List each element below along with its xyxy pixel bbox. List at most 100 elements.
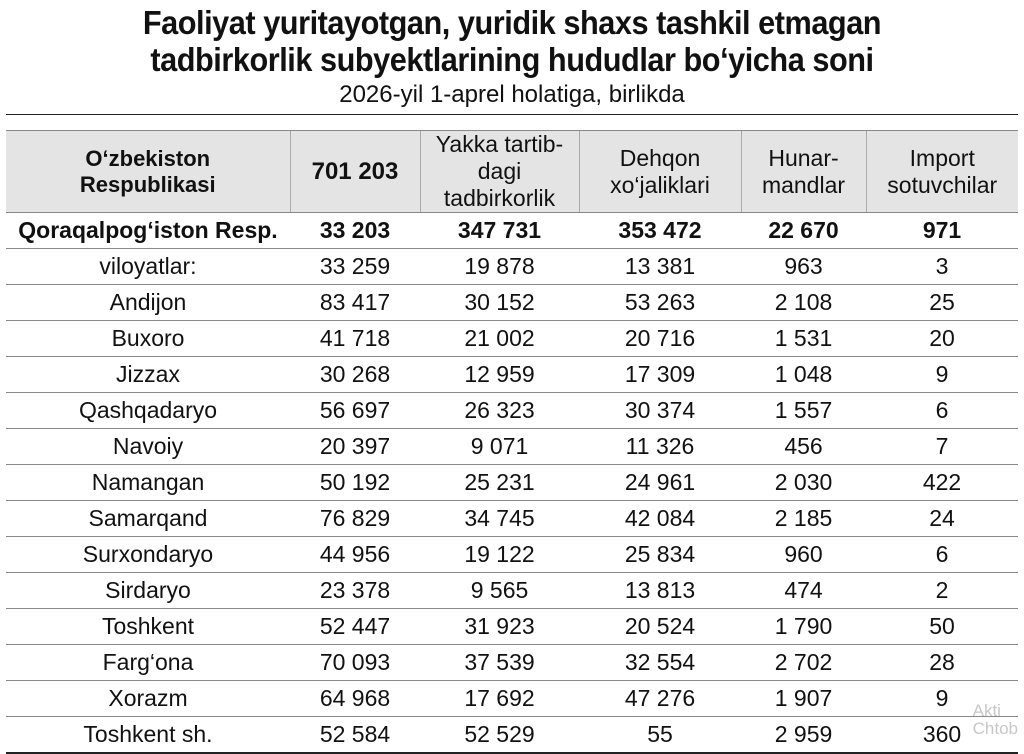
- cell-individual: 19 122: [420, 536, 579, 573]
- cell-individual: 30 152: [420, 284, 579, 321]
- cell-artisans: 22 670: [741, 212, 866, 249]
- table-row: Qashqadaryo 56 697 26 323 30 374 1 557 6: [6, 392, 1018, 429]
- cell-region: Sirdaryo: [6, 572, 290, 609]
- cell-region: Toshkent sh.: [6, 716, 290, 754]
- header-region: O‘zbekiston Respublikasi: [6, 130, 290, 213]
- table-row: viloyatlar: 33 259 19 878 13 381 963 3: [6, 248, 1018, 285]
- cell-region: Toshkent: [6, 608, 290, 645]
- cell-importers: 6: [866, 392, 1018, 429]
- page-title: Faoliyat yuritayotgan, yuridik shaxs tas…: [36, 4, 988, 78]
- header-region-line1: O‘zbekiston: [85, 145, 211, 171]
- cell-individual: 9 565: [420, 572, 579, 609]
- cell-region: Qashqadaryo: [6, 392, 290, 429]
- cell-importers: 9: [866, 680, 1018, 717]
- cell-dehqon: 42 084: [579, 500, 741, 537]
- cell-importers: 971: [866, 212, 1018, 249]
- header-region-line2: Respublikasi: [79, 171, 216, 197]
- cell-individual: 17 692: [420, 680, 579, 717]
- header-importers-line2: sotuvchilar: [887, 171, 998, 198]
- cell-importers: 24: [866, 500, 1018, 537]
- title-divider: [6, 114, 1018, 115]
- cell-individual: 52 529: [420, 716, 579, 754]
- header-artisans: Hunar- mandlar: [740, 130, 866, 213]
- cell-dehqon: 53 263: [579, 284, 741, 321]
- cell-individual: 25 231: [420, 464, 579, 501]
- cell-individual: 21 002: [420, 320, 579, 357]
- cell-total: 76 829: [290, 500, 420, 537]
- cell-individual: 347 731: [420, 212, 579, 249]
- header-individual-line2: dagi tadbirkorlik: [443, 158, 556, 211]
- table-row: Qoraqalpog‘iston Resp. 33 203 347 731 353 4…: [6, 212, 1018, 249]
- cell-importers: 50: [866, 608, 1018, 645]
- cell-artisans: 1 048: [741, 356, 866, 393]
- cell-artisans: 2 702: [741, 644, 866, 681]
- header-artisans-line1: Hunar-: [768, 144, 839, 171]
- cell-individual: 12 959: [420, 356, 579, 393]
- cell-dehqon: 13 813: [579, 572, 741, 609]
- table-row: Surxondaryo 44 956 19 122 25 834 960 6: [6, 536, 1018, 573]
- cell-total: 30 268: [290, 356, 420, 393]
- cell-total: 44 956: [290, 536, 420, 573]
- cell-total: 70 093: [290, 644, 420, 681]
- cell-region: Samarqand: [6, 500, 290, 537]
- header-individual-line1: Yakka tartib-: [435, 131, 564, 157]
- cell-artisans: 456: [741, 428, 866, 465]
- cell-importers: 2: [866, 572, 1018, 609]
- cell-total: 23 378: [290, 572, 420, 609]
- header-dehqon: Dehqon xo‘jaliklari: [578, 130, 741, 213]
- cell-total: 56 697: [290, 392, 420, 429]
- cell-total: 33 259: [290, 248, 420, 285]
- table-header-row: O‘zbekiston Respublikasi 701 203 Yakka t…: [6, 130, 1018, 213]
- cell-region: Namangan: [6, 464, 290, 501]
- cell-importers: 25: [866, 284, 1018, 321]
- cell-individual: 37 539: [420, 644, 579, 681]
- cell-dehqon: 32 554: [579, 644, 741, 681]
- cell-individual: 19 878: [420, 248, 579, 285]
- cell-region: Qoraqalpog‘iston Resp.: [6, 212, 290, 249]
- header-importers-line1: Import: [909, 144, 975, 171]
- table-body: Qoraqalpog‘iston Resp. 33 203 347 731 353 4…: [6, 212, 1018, 754]
- table-row: Buxoro 41 718 21 002 20 716 1 531 20: [6, 320, 1018, 357]
- cell-region: viloyatlar:: [6, 248, 290, 285]
- cell-individual: 34 745: [420, 500, 579, 537]
- cell-total: 52 447: [290, 608, 420, 645]
- cell-importers: 7: [866, 428, 1018, 465]
- regional-stats-table: O‘zbekiston Respublikasi 701 203 Yakka t…: [6, 130, 1018, 754]
- cell-importers: 6: [866, 536, 1018, 573]
- cell-importers: 9: [866, 356, 1018, 393]
- cell-dehqon: 55: [579, 716, 741, 754]
- cell-total: 83 417: [290, 284, 420, 321]
- cell-region: Surxondaryo: [6, 536, 290, 573]
- watermark: Akti Chtob: [973, 702, 1018, 738]
- cell-region: Jizzax: [6, 356, 290, 393]
- cell-artisans: 1 531: [741, 320, 866, 357]
- cell-importers: 3: [866, 248, 1018, 285]
- table-row: Navoiy 20 397 9 071 11 326 456 7: [6, 428, 1018, 465]
- cell-artisans: 2 030: [741, 464, 866, 501]
- table-row: Jizzax 30 268 12 959 17 309 1 048 9: [6, 356, 1018, 393]
- cell-artisans: 1 790: [741, 608, 866, 645]
- title-line-2: tadbirkorlik subyektlarining hududlar bo…: [150, 41, 874, 78]
- header-artisans-line2: mandlar: [761, 171, 846, 198]
- table-row: Sirdaryo 23 378 9 565 13 813 474 2: [6, 572, 1018, 609]
- cell-dehqon: 47 276: [579, 680, 741, 717]
- table-row: Toshkent 52 447 31 923 20 524 1 790 50: [6, 608, 1018, 645]
- cell-total: 33 203: [290, 212, 420, 249]
- cell-individual: 9 071: [420, 428, 579, 465]
- header-total: 701 203: [289, 130, 420, 213]
- cell-artisans: 2 108: [741, 284, 866, 321]
- cell-dehqon: 20 524: [579, 608, 741, 645]
- cell-region: Farg‘ona: [6, 644, 290, 681]
- cell-importers: 20: [866, 320, 1018, 357]
- table-row: Toshkent sh. 52 584 52 529 55 2 959 360: [6, 716, 1018, 754]
- cell-artisans: 1 907: [741, 680, 866, 717]
- header-dehqon-line2: xo‘jaliklari: [610, 171, 710, 198]
- cell-artisans: 960: [741, 536, 866, 573]
- cell-dehqon: 24 961: [579, 464, 741, 501]
- cell-importers: 422: [866, 464, 1018, 501]
- cell-dehqon: 30 374: [579, 392, 741, 429]
- cell-total: 64 968: [290, 680, 420, 717]
- cell-dehqon: 25 834: [579, 536, 741, 573]
- cell-total: 50 192: [290, 464, 420, 501]
- cell-dehqon: 17 309: [579, 356, 741, 393]
